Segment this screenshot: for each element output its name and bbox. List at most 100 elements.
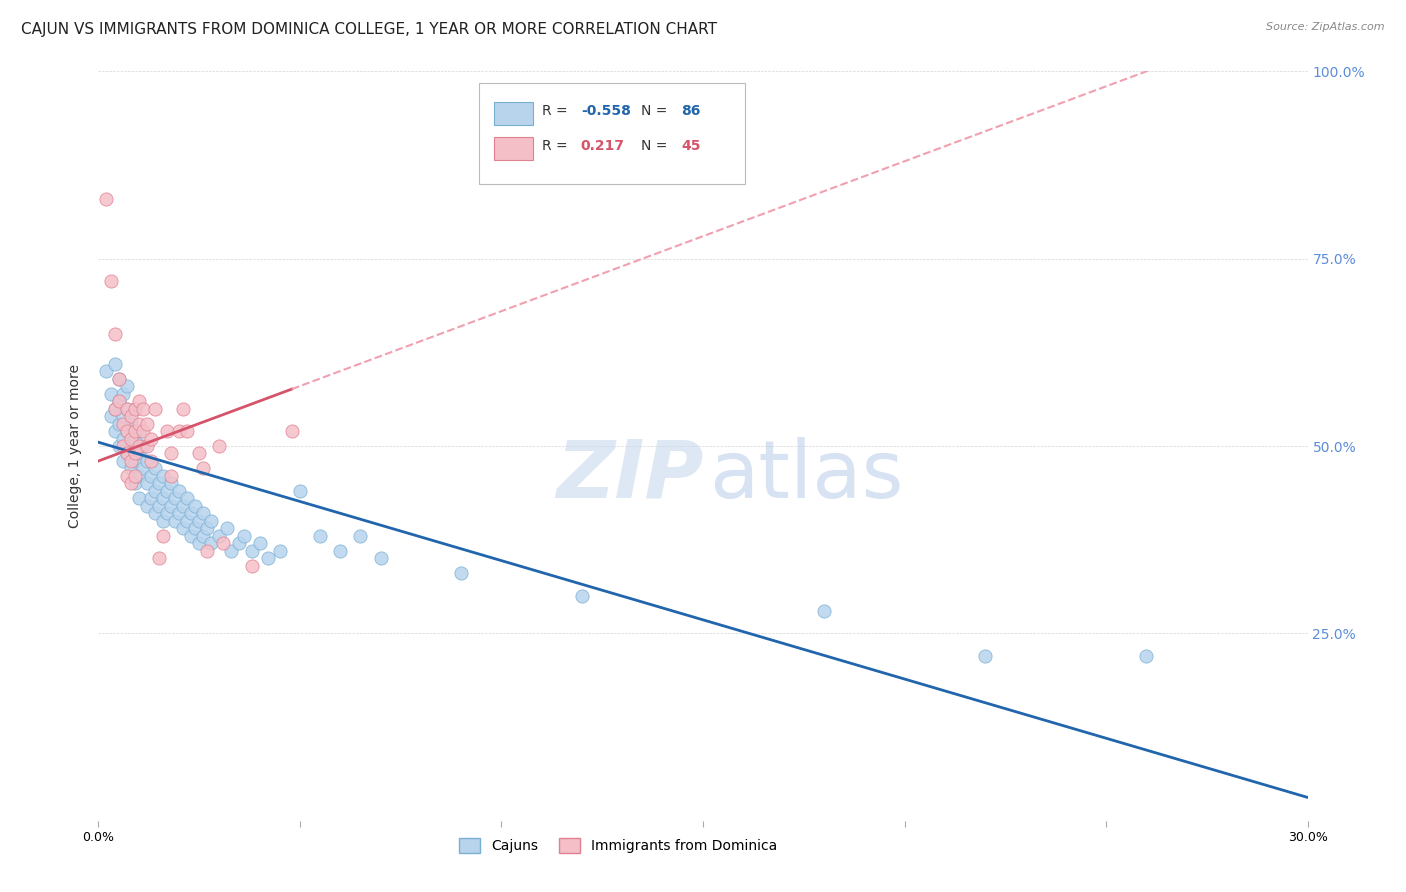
Text: N =: N = [641,139,672,153]
Point [221,544,243,558]
Point [217,521,239,535]
Point [139,454,162,468]
Point [115,401,138,416]
Point [103,326,125,341]
Point [195,544,218,558]
Point [120,417,142,431]
FancyBboxPatch shape [494,102,533,125]
Text: 45: 45 [682,139,700,153]
Point [176,491,198,506]
Point [115,401,138,416]
Point [176,514,198,528]
Point [111,454,134,468]
Point [120,432,142,446]
Point [349,529,371,543]
Point [100,409,122,423]
Point [143,507,166,521]
Text: -0.558: -0.558 [581,104,631,118]
Point [143,461,166,475]
Point [160,469,183,483]
Point [249,536,271,550]
Point [148,499,170,513]
Point [107,439,129,453]
Text: 0.217: 0.217 [581,139,624,153]
Point [195,521,218,535]
Point [143,401,166,416]
Point [96,364,118,378]
Text: ZIP: ZIP [555,437,703,515]
Point [120,409,142,423]
Point [152,514,174,528]
Point [124,432,146,446]
Point [156,507,179,521]
Point [200,514,222,528]
Point [100,386,122,401]
Point [128,439,150,453]
Point [1135,648,1157,663]
Point [180,507,202,521]
Point [180,529,202,543]
Point [128,491,150,506]
Point [103,357,125,371]
Point [124,401,146,416]
Point [167,507,190,521]
Point [208,439,231,453]
Point [193,507,215,521]
Legend: Cajuns, Immigrants from Dominica: Cajuns, Immigrants from Dominica [454,833,783,859]
Point [160,446,183,460]
Point [240,544,263,558]
Point [370,551,392,566]
Point [132,439,155,453]
Point [200,536,222,550]
FancyBboxPatch shape [494,137,533,160]
Point [107,417,129,431]
Text: R =: R = [543,104,572,118]
Point [176,424,198,438]
Point [148,551,170,566]
Point [156,483,179,498]
Point [120,461,142,475]
Point [135,417,157,431]
Point [135,439,157,453]
Point [103,424,125,438]
Point [96,192,118,206]
Point [160,499,183,513]
Point [132,401,155,416]
Point [103,401,125,416]
Point [135,499,157,513]
Point [111,432,134,446]
FancyBboxPatch shape [479,83,745,184]
Point [188,514,211,528]
Point [188,536,211,550]
Point [208,529,231,543]
Point [188,446,211,460]
Point [128,424,150,438]
Point [132,461,155,475]
Point [124,401,146,416]
Point [167,424,190,438]
Point [184,521,207,535]
Point [184,499,207,513]
Point [160,476,183,491]
Point [172,401,194,416]
Point [103,401,125,416]
Point [143,483,166,498]
Point [139,432,162,446]
Point [172,521,194,535]
Point [124,476,146,491]
Point [212,536,235,550]
Point [156,424,179,438]
Point [167,483,190,498]
Point [124,424,146,438]
Point [974,648,997,663]
Point [107,394,129,409]
Text: CAJUN VS IMMIGRANTS FROM DOMINICA COLLEGE, 1 YEAR OR MORE CORRELATION CHART: CAJUN VS IMMIGRANTS FROM DOMINICA COLLEG… [21,22,717,37]
Point [107,394,129,409]
Point [269,544,291,558]
Y-axis label: College, 1 year or more: College, 1 year or more [69,364,83,528]
Point [163,491,186,506]
Point [120,454,142,468]
Point [115,424,138,438]
Point [256,551,278,566]
Point [172,499,194,513]
